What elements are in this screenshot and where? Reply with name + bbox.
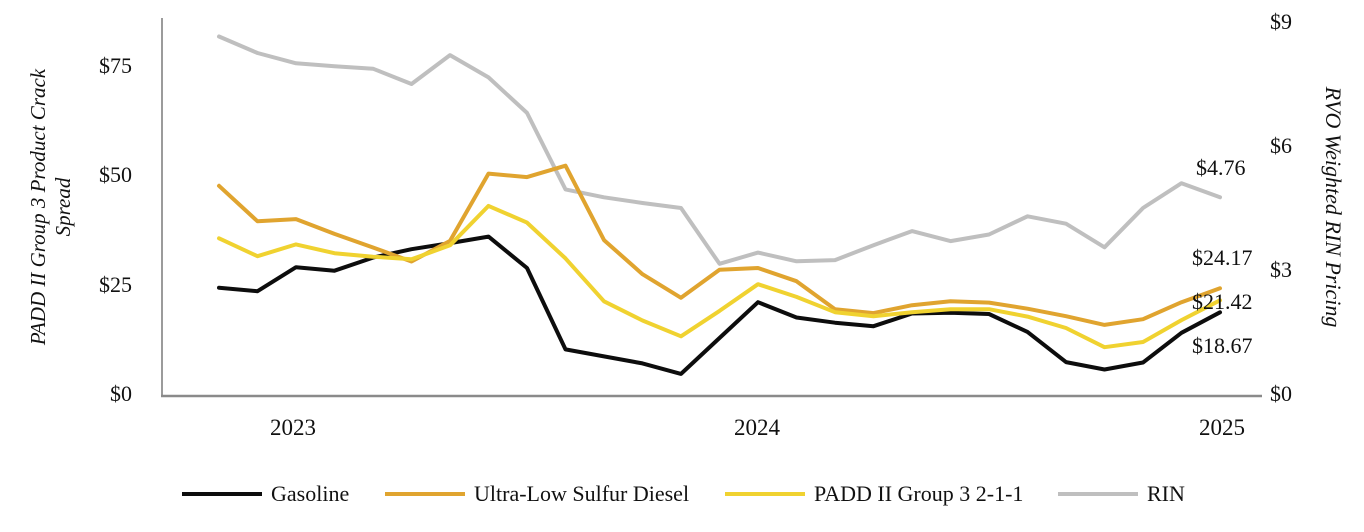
series-lines: [217, 34, 1222, 376]
end-label-padd: $21.42: [1192, 289, 1253, 314]
x-axis-tick-2023: 2023: [270, 415, 316, 440]
left-axis-tick-75: $75: [99, 53, 132, 78]
x-axis-tick-2025: 2025: [1199, 415, 1245, 440]
legend-item-rin: RIN: [1058, 481, 1185, 507]
x-axis-tick-2024: 2024: [734, 415, 780, 440]
rin-line-swatch: [1058, 491, 1138, 497]
legend-label: Gasoline: [271, 481, 350, 506]
right-axis-tick-3: $3: [1270, 257, 1292, 282]
line-rin: [217, 34, 1222, 266]
right-axis-tick-6: $6: [1270, 133, 1292, 158]
padd-211-line-swatch: [725, 491, 805, 497]
end-label-ulsd: $24.17: [1192, 245, 1253, 270]
left-axis-tick-0: $0: [110, 381, 132, 406]
left-axis-title: PADD II Group 3 Product Crack Spread: [26, 68, 75, 346]
legend-label: Ultra-Low Sulfur Diesel: [474, 481, 690, 506]
right-axis-title: RVO Weighted RIN Pricing: [1321, 86, 1346, 328]
legend-item-padd-211: PADD II Group 3 2-1-1: [725, 481, 1023, 507]
line-ultra-low-sulfur-diesel: [217, 163, 1222, 327]
right-axis-tick-9: $9: [1270, 9, 1292, 34]
line-gasoline: [217, 234, 1222, 376]
end-label-gasoline: $18.67: [1192, 333, 1253, 358]
legend-item-gasoline: Gasoline: [182, 481, 349, 507]
ulsd-line-swatch: [385, 491, 465, 497]
right-axis-tick-0: $0: [1270, 381, 1292, 406]
gasoline-line-swatch: [182, 491, 262, 497]
line-padd-ii-group-3-2-1-1: [217, 203, 1222, 350]
left-axis-tick-25: $25: [99, 272, 132, 297]
left-axis-tick-50: $50: [99, 162, 132, 187]
end-label-rin: $4.76: [1196, 155, 1246, 180]
legend-label: RIN: [1147, 481, 1185, 506]
legend-label: PADD II Group 3 2-1-1: [814, 481, 1024, 506]
legend-item-ulsd: Ultra-Low Sulfur Diesel: [385, 481, 689, 507]
